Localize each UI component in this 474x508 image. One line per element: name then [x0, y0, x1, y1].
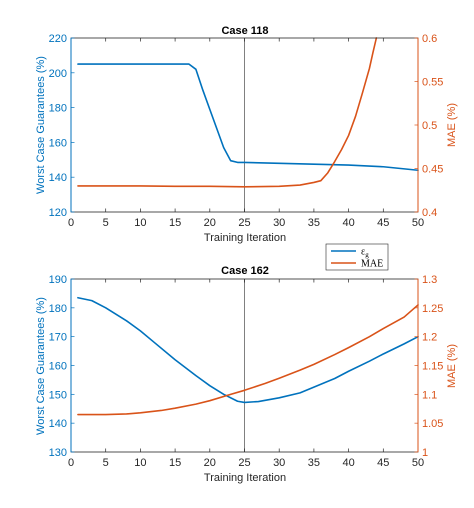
left-y-tick-label: 150 [49, 389, 67, 401]
x-tick-label: 50 [412, 217, 424, 229]
right-y-tick-label: 1.1 [422, 389, 437, 401]
right-y-tick-label: 1.25 [422, 303, 443, 315]
left-y-tick-label: 170 [49, 332, 67, 344]
legend-box [325, 243, 389, 271]
right-y-tick-label: 0.45 [422, 164, 443, 176]
x-tick-label: 20 [204, 457, 216, 469]
x-tick-label: 15 [169, 217, 181, 229]
right-y-axis-label: MAE (%) [446, 344, 458, 388]
left-y-axis-label: Worst Case Guarantees (%) [35, 297, 47, 435]
x-tick-label: 0 [68, 217, 74, 229]
x-tick-label: 45 [377, 217, 389, 229]
x-tick-label: 5 [103, 217, 109, 229]
x-tick-label: 20 [204, 217, 216, 229]
x-tick-label: 40 [342, 457, 354, 469]
right-y-axis-label: MAE (%) [446, 103, 458, 147]
left-y-tick-label: 130 [49, 447, 67, 459]
x-tick-label: 45 [377, 457, 389, 469]
x-tick-label: 35 [308, 217, 320, 229]
right-y-tick-label: 0.6 [422, 33, 437, 45]
right-y-tick-label: 0.4 [422, 207, 437, 219]
x-tick-label: 10 [134, 217, 146, 229]
left-y-tick-label: 160 [49, 137, 67, 149]
x-tick-label: 25 [238, 457, 250, 469]
right-y-tick-label: 1.2 [422, 332, 437, 344]
x-tick-label: 0 [68, 457, 74, 469]
right-y-tick-label: 0.5 [422, 120, 437, 132]
legend-label-eps: εg [361, 247, 369, 260]
x-tick-label: 5 [103, 457, 109, 469]
x-tick-label: 30 [273, 217, 285, 229]
right-y-tick-label: 0.55 [422, 77, 443, 89]
x-tick-label: 35 [308, 457, 320, 469]
chart-title: Case 162 [221, 265, 269, 277]
legend: εg MAE [325, 243, 389, 271]
chart-title: Case 118 [221, 25, 268, 37]
series-line-worst-case [77, 63, 419, 172]
left-y-tick-label: 180 [49, 103, 67, 115]
x-axis-label: Training Iteration [204, 472, 286, 484]
x-tick-label: 50 [412, 457, 424, 469]
legend-eps-base: ε [361, 247, 365, 258]
series-line-mae [77, 304, 419, 416]
right-y-tick-label: 1 [422, 447, 428, 459]
left-y-tick-label: 120 [49, 207, 67, 219]
left-y-tick-label: 220 [49, 33, 67, 45]
left-y-axis-label: Worst Case Guarantees (%) [35, 56, 47, 194]
series-line-worst-case [77, 296, 419, 404]
left-y-tick-label: 160 [49, 361, 67, 373]
legend-label-mae: MAE [361, 259, 383, 270]
x-tick-label: 25 [238, 217, 250, 229]
x-axis-label: Training Iteration [204, 232, 286, 244]
left-y-tick-label: 140 [49, 172, 67, 184]
x-tick-label: 30 [273, 457, 285, 469]
series-line-mae [77, 37, 378, 188]
x-tick-label: 40 [342, 217, 354, 229]
right-y-tick-label: 1.05 [422, 418, 443, 430]
x-tick-label: 15 [169, 457, 181, 469]
left-y-tick-label: 200 [49, 68, 67, 80]
right-y-tick-label: 1.3 [422, 274, 437, 286]
chart-case-118: Case 118 0 5 10 15 20 25 30 35 40 45 50 120 140 160 18… [35, 25, 458, 244]
left-y-tick-label: 140 [49, 418, 67, 430]
legend-eps-sub: g [365, 251, 369, 259]
left-y-tick-label: 190 [49, 274, 67, 286]
left-y-tick-label: 180 [49, 303, 67, 315]
chart-case-162: Case 162 0 5 10 15 20 25 30 35 40 45 50 130 140 150 16… [35, 265, 458, 484]
right-y-tick-label: 1.15 [422, 361, 443, 373]
x-tick-label: 10 [134, 457, 146, 469]
